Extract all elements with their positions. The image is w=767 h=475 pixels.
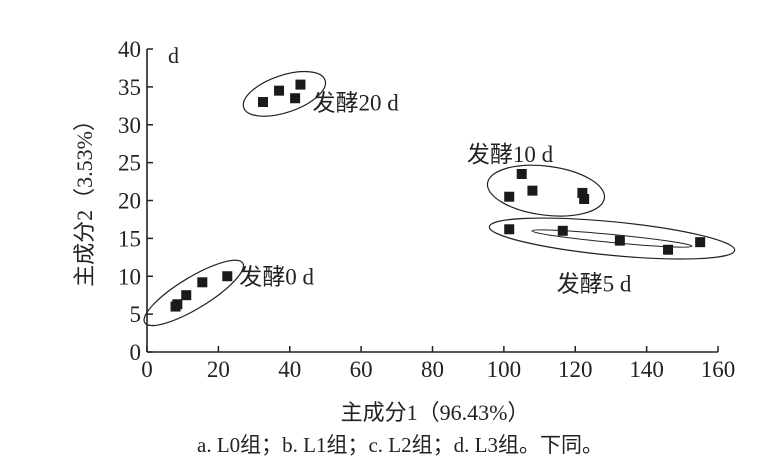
data-point (222, 271, 233, 282)
data-point (290, 93, 301, 104)
x-tick-label: 160 (701, 357, 736, 382)
group-ellipse (242, 70, 327, 117)
y-tick-label: 30 (118, 113, 141, 138)
data-point (695, 237, 706, 248)
y-tick-label: 35 (118, 75, 141, 100)
y-tick-label: 10 (118, 264, 141, 289)
x-tick-label: 80 (421, 357, 444, 382)
group-label: 发酵20 d (312, 91, 399, 116)
y-tick-label: 15 (118, 226, 141, 251)
data-point (516, 168, 527, 179)
data-points (170, 79, 706, 312)
y-tick-label: 40 (118, 37, 141, 62)
data-point (663, 244, 674, 255)
figure-caption: a. L0组；b. L1组；c. L2组；d. L3组。下同。 (197, 433, 603, 457)
y-tick-label: 25 (118, 151, 141, 176)
group-label: 发酵10 d (467, 142, 554, 167)
data-point (274, 85, 285, 96)
data-point (172, 299, 183, 310)
y-tick-label: 20 (118, 189, 141, 214)
x-axis-title: 主成分1（96.43%） (341, 400, 530, 425)
data-point (577, 187, 588, 198)
data-point (504, 224, 515, 235)
data-point (527, 185, 538, 196)
group-ellipse (143, 259, 245, 327)
axes (146, 49, 718, 353)
data-point (579, 193, 590, 204)
data-point (197, 277, 208, 288)
group-ellipses (143, 70, 736, 327)
x-ticks: 0 20 40 60 80 100 120 140 160 (141, 346, 735, 382)
y-axis-title: 主成分2（3.53%） (72, 109, 97, 287)
group-ellipse-inner (531, 229, 693, 248)
group-ellipse (486, 164, 606, 217)
group-ellipse (488, 217, 736, 260)
group-label: 发酵5 d (557, 272, 632, 297)
x-tick-label: 20 (207, 357, 230, 382)
x-tick-label: 40 (278, 357, 301, 382)
data-point (504, 191, 515, 202)
y-ticks: 0 5 10 15 20 25 30 35 40 (118, 37, 153, 365)
x-tick-label: 100 (487, 357, 522, 382)
data-point (295, 79, 306, 90)
x-tick-label: 140 (629, 357, 664, 382)
group-label: 发酵0 d (239, 264, 314, 289)
data-point (181, 290, 192, 301)
x-tick-label: 60 (350, 357, 373, 382)
data-point (257, 97, 268, 108)
group-labels: 发酵0 d 发酵20 d 发酵10 d 发酵5 d (239, 91, 632, 297)
x-tick-label: 120 (558, 357, 593, 382)
x-tick-label: 0 (141, 357, 153, 382)
panel-letter: d (168, 43, 179, 68)
y-tick-label: 5 (130, 302, 142, 327)
y-tick-label: 0 (130, 340, 142, 365)
data-point (557, 225, 568, 236)
data-point (614, 235, 625, 246)
